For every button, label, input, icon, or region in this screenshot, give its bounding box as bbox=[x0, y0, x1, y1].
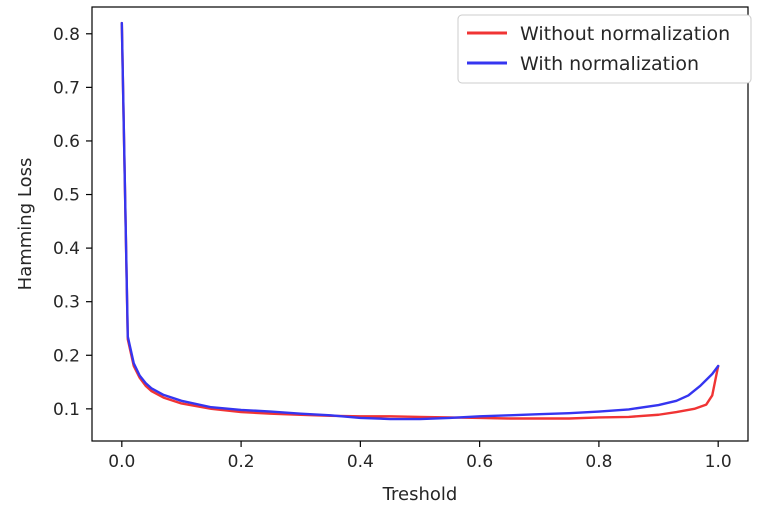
y-tick-label: 0.1 bbox=[53, 400, 80, 420]
y-axis-ticks: 0.1 0.2 0.3 0.4 0.5 0.6 0.7 0.8 bbox=[53, 25, 92, 420]
y-tick-label: 0.4 bbox=[53, 239, 80, 259]
y-tick-label: 0.6 bbox=[53, 132, 80, 152]
legend-label-with-normalization: With normalization bbox=[520, 53, 699, 75]
y-tick-label: 0.2 bbox=[53, 346, 80, 366]
y-tick-label: 0.5 bbox=[53, 186, 80, 206]
x-tick-label: 0.2 bbox=[228, 452, 255, 472]
y-tick-label: 0.7 bbox=[53, 78, 80, 98]
legend-label-without-normalization: Without normalization bbox=[520, 23, 730, 45]
x-tick-label: 0.4 bbox=[347, 452, 374, 472]
series-line-with-normalization bbox=[120, 21, 720, 421]
series-line-without-normalization bbox=[120, 21, 720, 420]
plot-frame bbox=[91, 6, 749, 442]
x-axis-label: Treshold bbox=[382, 484, 458, 505]
x-tick-label: 1.0 bbox=[705, 452, 732, 472]
x-axis-ticks: 0.0 0.2 0.4 0.6 0.8 1.0 bbox=[108, 441, 732, 472]
legend: Without normalization With normalization bbox=[457, 14, 752, 84]
x-tick-label: 0.0 bbox=[108, 452, 135, 472]
x-tick-label: 0.6 bbox=[466, 452, 493, 472]
y-tick-label: 0.8 bbox=[53, 25, 80, 45]
legend-box bbox=[457, 14, 752, 84]
y-axis-label: Hamming Loss bbox=[15, 158, 36, 291]
y-tick-label: 0.3 bbox=[53, 293, 80, 313]
series-lines bbox=[120, 21, 720, 421]
x-tick-label: 0.8 bbox=[585, 452, 612, 472]
